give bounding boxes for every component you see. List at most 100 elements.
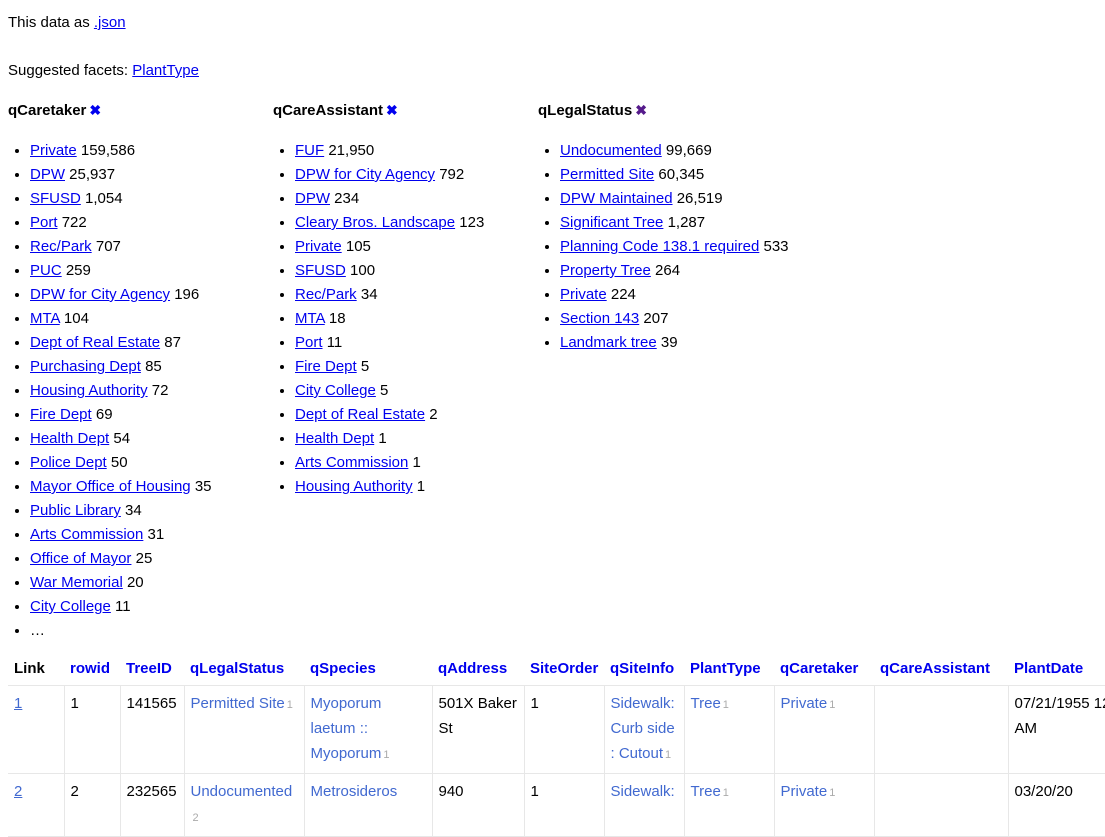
facet-item-count: 25 bbox=[135, 550, 153, 567]
facet-item-link[interactable]: DPW bbox=[295, 190, 330, 207]
facet-item-link[interactable]: Permitted Site bbox=[560, 166, 655, 183]
column-header-qsiteinfo[interactable]: qSiteInfo bbox=[604, 655, 684, 686]
row-detail-link[interactable]: 2 bbox=[14, 783, 23, 800]
row-detail-link[interactable]: 1 bbox=[14, 695, 23, 712]
facet-item: DPW for City Agency 196 bbox=[30, 283, 273, 307]
facet-item-count: 87 bbox=[164, 334, 181, 351]
facet-item-link[interactable]: Undocumented bbox=[560, 142, 662, 159]
facet-item-link[interactable]: Fire Dept bbox=[30, 406, 92, 423]
facet-value-link[interactable]: Private bbox=[780, 783, 828, 800]
cell-planttype: Tree 1 bbox=[684, 773, 775, 837]
facet-item: Office of Mayor 25 bbox=[30, 547, 273, 571]
facet-value-link[interactable]: Undocumented bbox=[190, 783, 293, 800]
facet-item-count: 5 bbox=[360, 358, 370, 375]
facet-value-link[interactable]: Myoporum laetum :: Myoporum bbox=[310, 695, 382, 762]
facet-item-count: 39 bbox=[660, 334, 678, 351]
facet-item: Rec/Park 34 bbox=[295, 283, 538, 307]
facet-item: Landmark tree 39 bbox=[560, 331, 838, 355]
facet-item-link[interactable]: Rec/Park bbox=[30, 238, 92, 255]
facet-item-link[interactable]: Planning Code 138.1 required bbox=[560, 238, 760, 255]
facet-item-link[interactable]: Property Tree bbox=[560, 262, 651, 279]
facet-value-link[interactable]: Sidewalk: bbox=[610, 783, 675, 800]
facet-item-link[interactable]: Housing Authority bbox=[295, 478, 413, 495]
facet-item-link[interactable]: PUC bbox=[30, 262, 62, 279]
cell-qspecies: Myoporum laetum :: Myoporum 1 bbox=[304, 685, 433, 774]
facet-value-link[interactable]: Private bbox=[780, 695, 828, 712]
facet-item-link[interactable]: DPW for City Agency bbox=[295, 166, 436, 183]
facet-item-link[interactable]: Port bbox=[30, 214, 58, 231]
cell-planttype: Tree 1 bbox=[684, 685, 775, 774]
facet-value-link[interactable]: Permitted Site bbox=[190, 695, 285, 712]
cell-qlegalstatus: Permitted Site 1 bbox=[184, 685, 305, 774]
facet-item-link[interactable]: DPW for City Agency bbox=[30, 286, 171, 303]
facet-item-link[interactable]: City College bbox=[30, 598, 111, 615]
column-header-qcareassistant[interactable]: qCareAssistant bbox=[874, 655, 1008, 686]
facet-item-link[interactable]: FUF bbox=[295, 142, 325, 159]
facet-item-link[interactable]: Cleary Bros. Landscape bbox=[295, 214, 456, 231]
column-header-treeid[interactable]: TreeID bbox=[120, 655, 184, 686]
column-header-qspecies[interactable]: qSpecies bbox=[304, 655, 432, 686]
facet-item-link[interactable]: SFUSD bbox=[30, 190, 81, 207]
facet-item-link[interactable]: MTA bbox=[295, 310, 325, 327]
column-header-rowid[interactable]: rowid bbox=[64, 655, 120, 686]
facet-item-count: 72 bbox=[151, 382, 169, 399]
facet-item-link[interactable]: SFUSD bbox=[295, 262, 346, 279]
close-x-icon[interactable]: ✖ bbox=[386, 102, 398, 118]
facet-item-link[interactable]: Police Dept bbox=[30, 454, 107, 471]
facet-item-link[interactable]: Public Library bbox=[30, 502, 121, 519]
facet-item: Police Dept 50 bbox=[30, 451, 273, 475]
facet-item-link[interactable]: Significant Tree bbox=[560, 214, 664, 231]
facet-value-link[interactable]: Metrosideros bbox=[310, 783, 398, 800]
facet-item: City College 5 bbox=[295, 379, 538, 403]
facet-item-link[interactable]: War Memorial bbox=[30, 574, 123, 591]
column-header-siteorder[interactable]: SiteOrder bbox=[524, 655, 604, 686]
facet-item: DPW for City Agency 792 bbox=[295, 163, 538, 187]
facet-value-count: 1 bbox=[722, 699, 729, 711]
facet-item-count: 792 bbox=[439, 166, 465, 183]
close-x-icon[interactable]: ✖ bbox=[635, 102, 647, 118]
facet-value-link[interactable]: Tree bbox=[690, 783, 721, 800]
json-export-link[interactable]: .json bbox=[93, 14, 126, 31]
facet-item-link[interactable]: DPW bbox=[30, 166, 65, 183]
facet-item-count: 20 bbox=[126, 574, 144, 591]
facet-item-link[interactable]: Landmark tree bbox=[560, 334, 657, 351]
cell-rowid: 2 bbox=[64, 773, 121, 837]
column-header-plantdate[interactable]: PlantDate bbox=[1008, 655, 1105, 686]
column-header-planttype[interactable]: PlantType bbox=[684, 655, 774, 686]
facet-item-link[interactable]: Fire Dept bbox=[295, 358, 357, 375]
facet-item-link[interactable]: Section 143 bbox=[560, 310, 640, 327]
facet-item-link[interactable]: Private bbox=[295, 238, 342, 255]
column-header-qcaretaker[interactable]: qCaretaker bbox=[774, 655, 874, 686]
facet-item-link[interactable]: Dept of Real Estate bbox=[30, 334, 161, 351]
facet-item-link[interactable]: Dept of Real Estate bbox=[295, 406, 426, 423]
facet-item-link[interactable]: Private bbox=[560, 286, 607, 303]
facet-item-link[interactable]: City College bbox=[295, 382, 376, 399]
facet-item-link[interactable]: MTA bbox=[30, 310, 60, 327]
facet-item-link[interactable]: Office of Mayor bbox=[30, 550, 132, 567]
facet-item-link[interactable]: Arts Commission bbox=[295, 454, 409, 471]
column-header-link[interactable]: Link bbox=[8, 655, 64, 686]
facet-item-count: 259 bbox=[65, 262, 91, 279]
facet-item-link[interactable]: Health Dept bbox=[295, 430, 375, 447]
column-header-qaddress[interactable]: qAddress bbox=[432, 655, 524, 686]
facet-value-link[interactable]: Sidewalk: Curb side : Cutout bbox=[610, 695, 675, 762]
facet-item-link[interactable]: DPW Maintained bbox=[560, 190, 673, 207]
facet-item-link[interactable]: Private bbox=[30, 142, 77, 159]
facet-item: Rec/Park 707 bbox=[30, 235, 273, 259]
facet-item: Port 11 bbox=[295, 331, 538, 355]
facet-item-link[interactable]: Housing Authority bbox=[30, 382, 148, 399]
close-x-icon[interactable]: ✖ bbox=[89, 102, 102, 118]
results-table-scroll-region[interactable]: Link rowid TreeID qLegalStatus qSpecies … bbox=[8, 655, 1105, 837]
facet-item-link[interactable]: Arts Commission bbox=[30, 526, 144, 543]
page-root: This data as .json Suggested facets: Pla… bbox=[0, 0, 1105, 81]
facet-item-count: 533 bbox=[763, 238, 789, 255]
facet-item-link[interactable]: Port bbox=[295, 334, 323, 351]
facet-item-link[interactable]: Rec/Park bbox=[295, 286, 357, 303]
facet-item-link[interactable]: Health Dept bbox=[30, 430, 110, 447]
facet-item-link[interactable]: Mayor Office of Housing bbox=[30, 478, 191, 495]
suggested-facet-planttype-link[interactable]: PlantType bbox=[132, 62, 199, 79]
column-header-qlegalstatus[interactable]: qLegalStatus bbox=[184, 655, 304, 686]
facet-item-link[interactable]: Purchasing Dept bbox=[30, 358, 141, 375]
facet-value-link[interactable]: Tree bbox=[690, 695, 721, 712]
facet-value-count bbox=[881, 699, 883, 711]
